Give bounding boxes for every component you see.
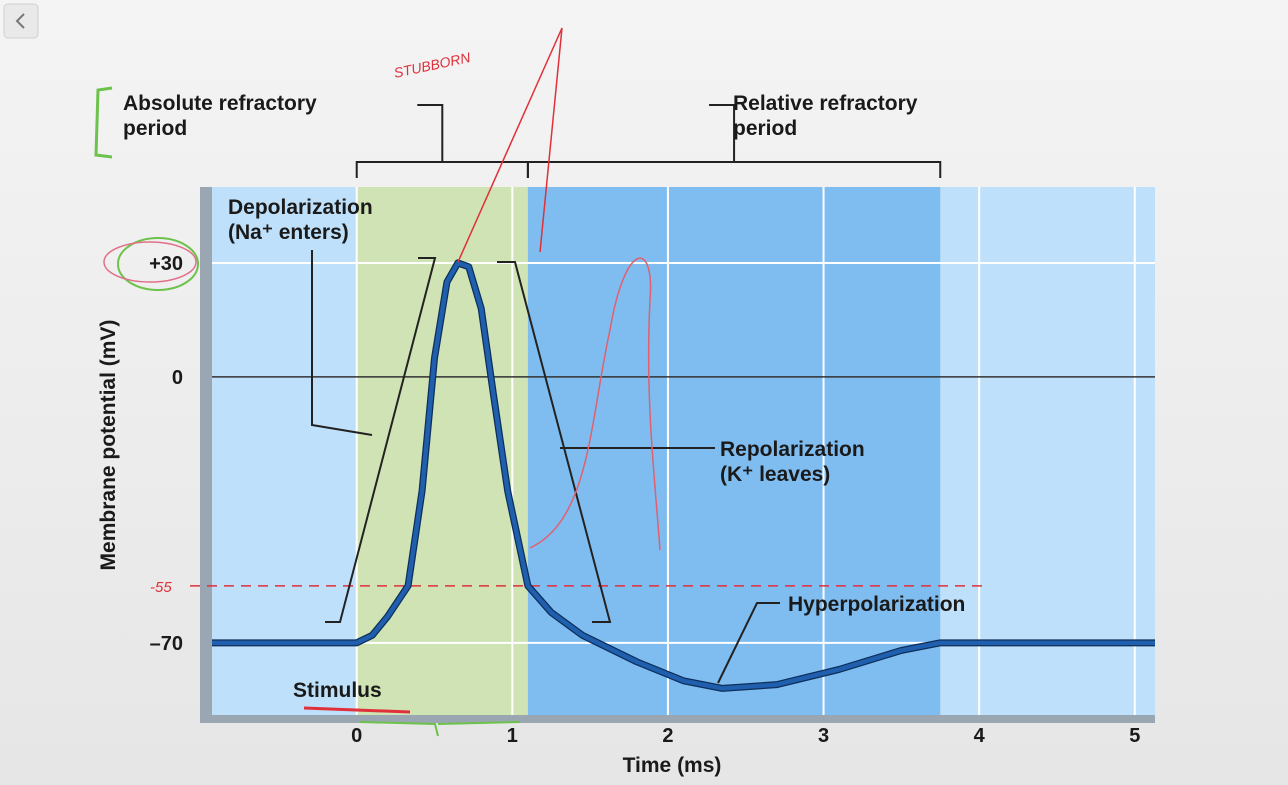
x-tick-label: 0 <box>351 725 362 747</box>
pen-underline <box>359 721 521 737</box>
leader <box>717 602 780 684</box>
bracket <box>526 104 942 178</box>
line <box>212 260 1155 691</box>
y-tick-label: +30 <box>149 253 183 275</box>
back-button[interactable] <box>3 3 39 39</box>
repolarization-bracket <box>497 261 612 623</box>
y-tick-label: 0 <box>172 367 183 389</box>
region-label: Relative refractory period <box>733 92 918 140</box>
x-tick-label: 4 <box>974 725 986 747</box>
region-label: Absolute refractory period <box>123 92 317 140</box>
pen-underline <box>303 706 411 714</box>
annotation: Stimulus <box>293 679 382 702</box>
x-tick-label: 2 <box>662 725 673 747</box>
annotation: Depolarization (Na⁺ enters) <box>228 196 373 244</box>
annotation: Repolarization (K⁺ leaves) <box>720 438 865 486</box>
bracket <box>355 104 529 178</box>
highlight-circle <box>103 241 197 283</box>
region <box>527 187 941 715</box>
pen-stroke <box>457 27 563 263</box>
x-tick-label: 5 <box>1129 725 1140 747</box>
annotation: Hyperpolarization <box>788 593 966 616</box>
x-tick-label: 3 <box>818 725 829 747</box>
x-tick-label: 1 <box>507 725 518 747</box>
y-axis-title: Membrane potential (mV) <box>97 320 120 571</box>
x-axis-title: Time (ms) <box>623 754 722 777</box>
depolarization-bracket <box>325 257 437 623</box>
pen-stroke <box>529 257 661 551</box>
highlight-circle <box>117 237 199 291</box>
handwritten-note: STUBBORN <box>392 49 472 81</box>
highlight-bracket <box>94 86 113 159</box>
y-tick-label: –70 <box>150 633 183 655</box>
back-icon <box>15 13 25 29</box>
leader <box>311 250 373 436</box>
threshold-label: -55 <box>150 579 172 596</box>
